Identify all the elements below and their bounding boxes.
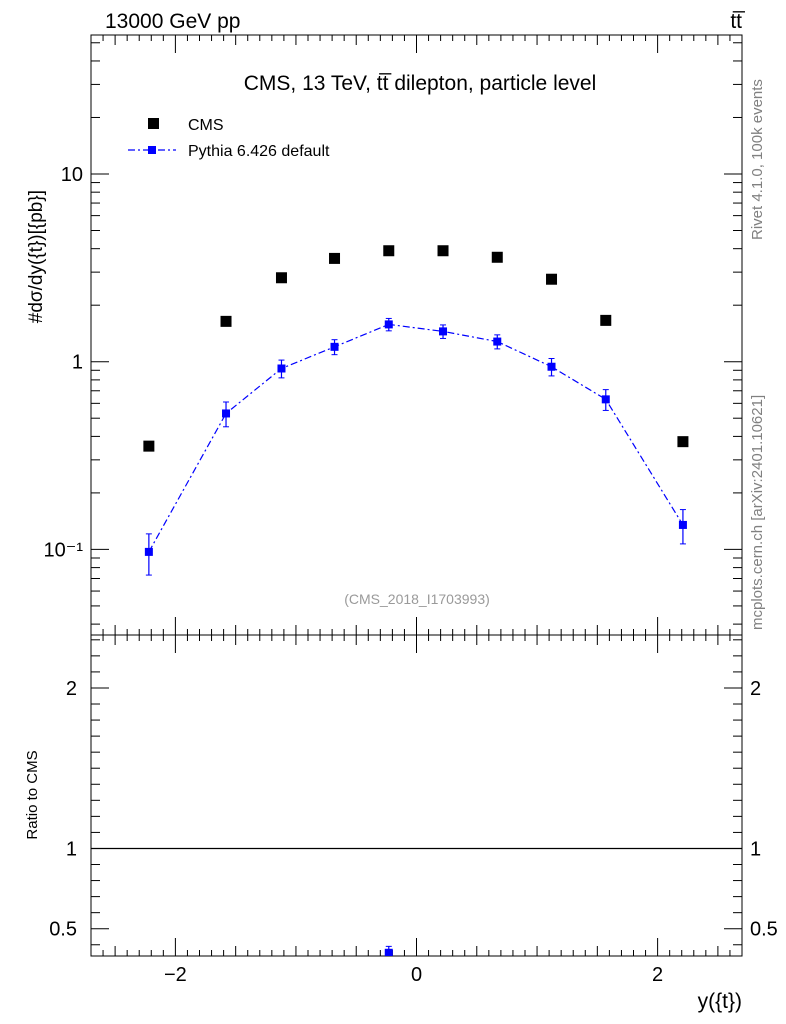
analysis-id: (CMS_2018_I1703993) [344,591,490,607]
y-tick-label: 10 [61,164,83,186]
legend: CMS Pythia 6.426 default [128,117,330,160]
y-axis-title: #dσ/dy({t})[{pb}] [26,190,47,323]
pythia-data-point [277,364,286,373]
cms-data-point [383,245,395,257]
pythia-data-point [384,320,393,329]
y-tick-label: 10⁻¹ [44,539,84,561]
ratio-y-axis-title: Ratio to CMS [24,750,41,839]
cms-data-point [437,245,449,257]
ratio-plot-frame [90,634,743,957]
ratio-y-tick-label: 2 [66,678,77,700]
cms-data-point [220,315,232,327]
legend-cms-marker [148,118,159,129]
ratio-y-tick-label: 1 [66,838,77,860]
legend-cms-label: CMS [188,117,224,134]
mcplots-label: mcplots.cern.ch [arXiv:2401.10621] [749,395,766,630]
y-tick-label: 1 [72,352,83,374]
x-tick-label: −2 [164,964,187,986]
cms-data-point [275,272,287,284]
pythia-data-point [222,409,231,418]
chart-title: CMS, 13 TeV, tt̅ dilepton, particle leve… [244,72,597,95]
legend-pythia-marker [148,146,156,154]
ratio-y-tick-label: 1 [750,838,761,860]
cms-data-point [143,440,155,452]
pythia-data-point [547,362,556,371]
pythia-data-point [493,337,502,346]
pythia-line [148,323,684,553]
legend-pythia-label: Pythia 6.426 default [188,143,330,160]
pythia-data-point [601,395,610,404]
energy-label: 13000 GeV pp [105,10,240,33]
ratio-data-point [384,948,393,956]
ratio-y-tick-label: 2 [750,678,761,700]
cms-data-point [677,436,689,448]
ratio-y-tick-label: 0.5 [49,919,77,941]
cms-data-point [546,273,558,285]
cms-data-point [329,252,341,264]
x-tick-label: 0 [411,964,422,986]
pythia-data-point [144,547,153,556]
x-tick-label: 2 [652,964,663,986]
x-axis-title: y({t}) [698,990,742,1013]
cms-data-point [600,314,612,326]
ratio-y-tick-label: 0.5 [750,919,778,941]
pythia-data-point [330,342,339,351]
rivet-label: Rivet 4.1.0, 100k events [749,79,766,240]
pythia-data-point [439,327,448,336]
pythia-data-point [678,520,687,529]
process-label: tt̅ [730,10,746,33]
cms-data-point [491,251,503,263]
